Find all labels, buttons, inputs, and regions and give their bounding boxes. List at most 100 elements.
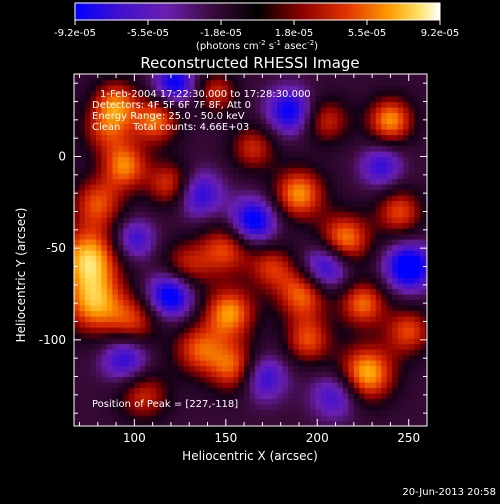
heatmap-cell	[216, 96, 223, 103]
heatmap-cell	[112, 189, 119, 196]
heatmap-cell	[255, 398, 262, 405]
heatmap-cell	[364, 211, 371, 218]
heatmap-cell	[342, 382, 349, 389]
heatmap-cell	[266, 156, 273, 163]
heatmap-cell	[293, 173, 300, 180]
heatmap-cell	[266, 261, 273, 268]
heatmap-cell	[90, 420, 97, 426]
heatmap-cell	[145, 371, 152, 378]
heatmap-cell	[342, 349, 349, 356]
heatmap-cell	[359, 189, 366, 196]
heatmap-cell	[331, 277, 338, 284]
heatmap-cell	[145, 255, 152, 262]
heatmap-cell	[348, 382, 355, 389]
heatmap-cell	[425, 228, 427, 235]
heatmap-cell	[342, 354, 349, 361]
heatmap-cell	[84, 387, 92, 394]
heatmap-cell	[277, 239, 284, 246]
heatmap-cell	[106, 288, 114, 295]
heatmap-cell	[375, 233, 382, 240]
heatmap-cell	[161, 151, 168, 158]
heatmap-cell	[277, 200, 284, 207]
heatmap-cell	[331, 134, 338, 141]
heatmap-cell	[304, 145, 311, 152]
heatmap-cell	[315, 233, 322, 240]
heatmap-cell	[90, 178, 97, 185]
heatmap-cell	[183, 261, 190, 268]
heatmap-cell	[205, 206, 212, 213]
heatmap-cell	[84, 255, 92, 262]
heatmap-cell	[233, 393, 240, 400]
heatmap-cell	[84, 79, 92, 86]
heatmap-cell	[211, 145, 218, 152]
heatmap-cell	[117, 305, 124, 312]
heatmap-cell	[211, 90, 218, 97]
heatmap-cell	[95, 415, 103, 422]
heatmap-cell	[397, 387, 404, 394]
heatmap-cell	[194, 294, 201, 301]
heatmap-cell	[331, 332, 338, 339]
heatmap-cell	[244, 343, 251, 350]
heatmap-cell	[282, 96, 289, 103]
heatmap-cell	[79, 321, 86, 328]
heatmap-cell	[287, 261, 295, 268]
heatmap-cell	[134, 398, 141, 405]
heatmap-cell	[150, 151, 157, 158]
heatmap-cell	[419, 420, 426, 426]
heatmap-cell	[255, 327, 262, 334]
heatmap-cell	[298, 266, 306, 273]
heatmap-cell	[255, 255, 262, 262]
heatmap-cell	[255, 184, 262, 191]
heatmap-cell	[370, 327, 377, 334]
heatmap-cell	[216, 90, 223, 97]
heatmap-cell	[194, 173, 201, 180]
heatmap-cell	[172, 233, 179, 240]
heatmap-cell	[342, 101, 349, 108]
heatmap-cell	[260, 184, 267, 191]
heatmap-cell	[128, 272, 135, 279]
heatmap-cell	[381, 255, 388, 262]
heatmap-cell	[255, 371, 262, 378]
heatmap-cell	[123, 74, 130, 81]
heatmap-cell	[90, 118, 97, 125]
heatmap-cell	[320, 393, 328, 400]
heatmap-cell	[183, 107, 190, 114]
heatmap-cell	[386, 151, 393, 158]
heatmap-cell	[244, 327, 251, 334]
heatmap-cell	[348, 409, 355, 416]
heatmap-cell	[266, 404, 273, 411]
heatmap-cell	[392, 195, 399, 202]
heatmap-cell	[359, 266, 366, 273]
heatmap-cell	[419, 239, 426, 246]
heatmap-cell	[90, 305, 97, 312]
heatmap-cell	[112, 74, 119, 81]
heatmap-cell	[79, 387, 86, 394]
heatmap-cell	[161, 145, 168, 152]
heatmap-cell	[298, 255, 306, 262]
heatmap-cell	[84, 195, 92, 202]
heatmap-cell	[348, 118, 355, 125]
heatmap-cell	[189, 294, 196, 301]
heatmap-cell	[150, 409, 157, 416]
heatmap-cell	[408, 349, 415, 356]
heatmap-cell	[375, 299, 382, 306]
heatmap-cell	[79, 233, 86, 240]
heatmap-cell	[106, 420, 114, 426]
heatmap-cell	[403, 299, 410, 306]
heatmap-cell	[277, 151, 284, 158]
heatmap-cell	[244, 140, 251, 147]
heatmap-cell	[222, 376, 229, 383]
heatmap-cell	[392, 387, 399, 394]
heatmap-cell	[150, 140, 157, 147]
heatmap-cell	[238, 129, 245, 136]
heatmap-cell	[260, 393, 267, 400]
heatmap-cell	[298, 261, 306, 268]
heatmap-cell	[150, 184, 157, 191]
heatmap-cell	[370, 365, 377, 372]
heatmap-cell	[337, 228, 344, 235]
heatmap-cell	[381, 233, 388, 240]
heatmap-cell	[183, 321, 190, 328]
heatmap-cell	[419, 156, 426, 163]
heatmap-cell	[348, 294, 355, 301]
heatmap-cell	[364, 371, 371, 378]
